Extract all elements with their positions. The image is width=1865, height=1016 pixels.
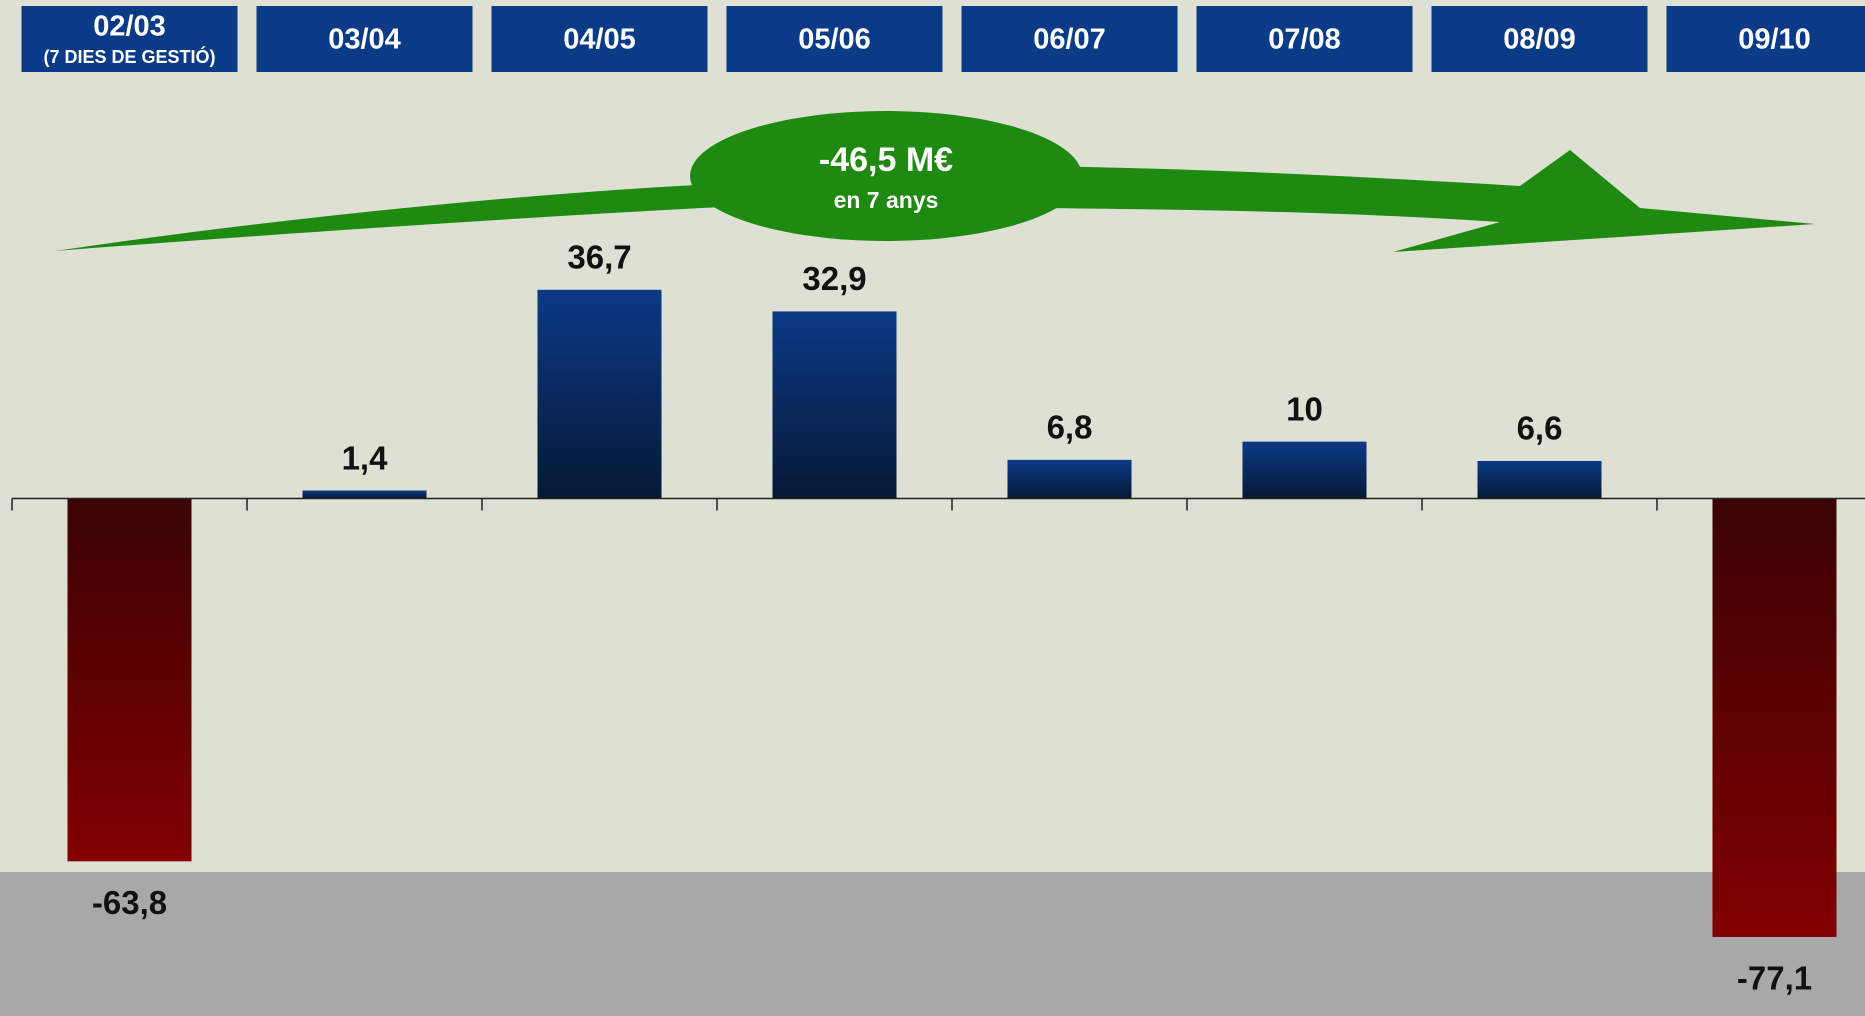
bar <box>773 311 897 498</box>
value-label: 6,6 <box>1517 410 1563 447</box>
value-label: 6,8 <box>1047 409 1093 446</box>
category-label: 03/04 <box>328 24 401 56</box>
annotation-title: -46,5 M€ <box>819 141 953 179</box>
category-label: 06/07 <box>1033 24 1106 56</box>
bar <box>303 491 427 499</box>
annotation-subtitle: en 7 anys <box>834 187 939 213</box>
value-label: -77,1 <box>1737 960 1812 997</box>
category-label: 09/10 <box>1738 24 1811 56</box>
value-label: 36,7 <box>567 239 631 276</box>
category-label: 07/08 <box>1268 24 1341 56</box>
bar <box>1478 461 1602 499</box>
value-label: 32,9 <box>802 260 866 297</box>
value-label: -63,8 <box>92 884 167 921</box>
bar <box>1008 460 1132 499</box>
category-label: 05/06 <box>798 24 871 56</box>
page: -46,5 M€ en 7 anys 02/03 (7 DIES DE GESTI… <box>0 0 1865 1016</box>
category-label: 08/09 <box>1503 24 1576 56</box>
bar <box>538 290 662 499</box>
category-label: 02/03 <box>93 11 166 43</box>
chart: -46,5 M€ en 7 anys 02/03 (7 DIES DE GESTI… <box>0 0 1865 1016</box>
bar <box>1713 499 1837 937</box>
bar <box>1243 442 1367 499</box>
value-label: 10 <box>1286 390 1323 427</box>
bottom-band <box>0 872 1865 1016</box>
category-note: (7 DIES DE GESTIÓ) <box>43 46 215 67</box>
bar <box>68 499 192 862</box>
value-label: 1,4 <box>342 439 389 476</box>
category-label: 04/05 <box>563 24 636 56</box>
